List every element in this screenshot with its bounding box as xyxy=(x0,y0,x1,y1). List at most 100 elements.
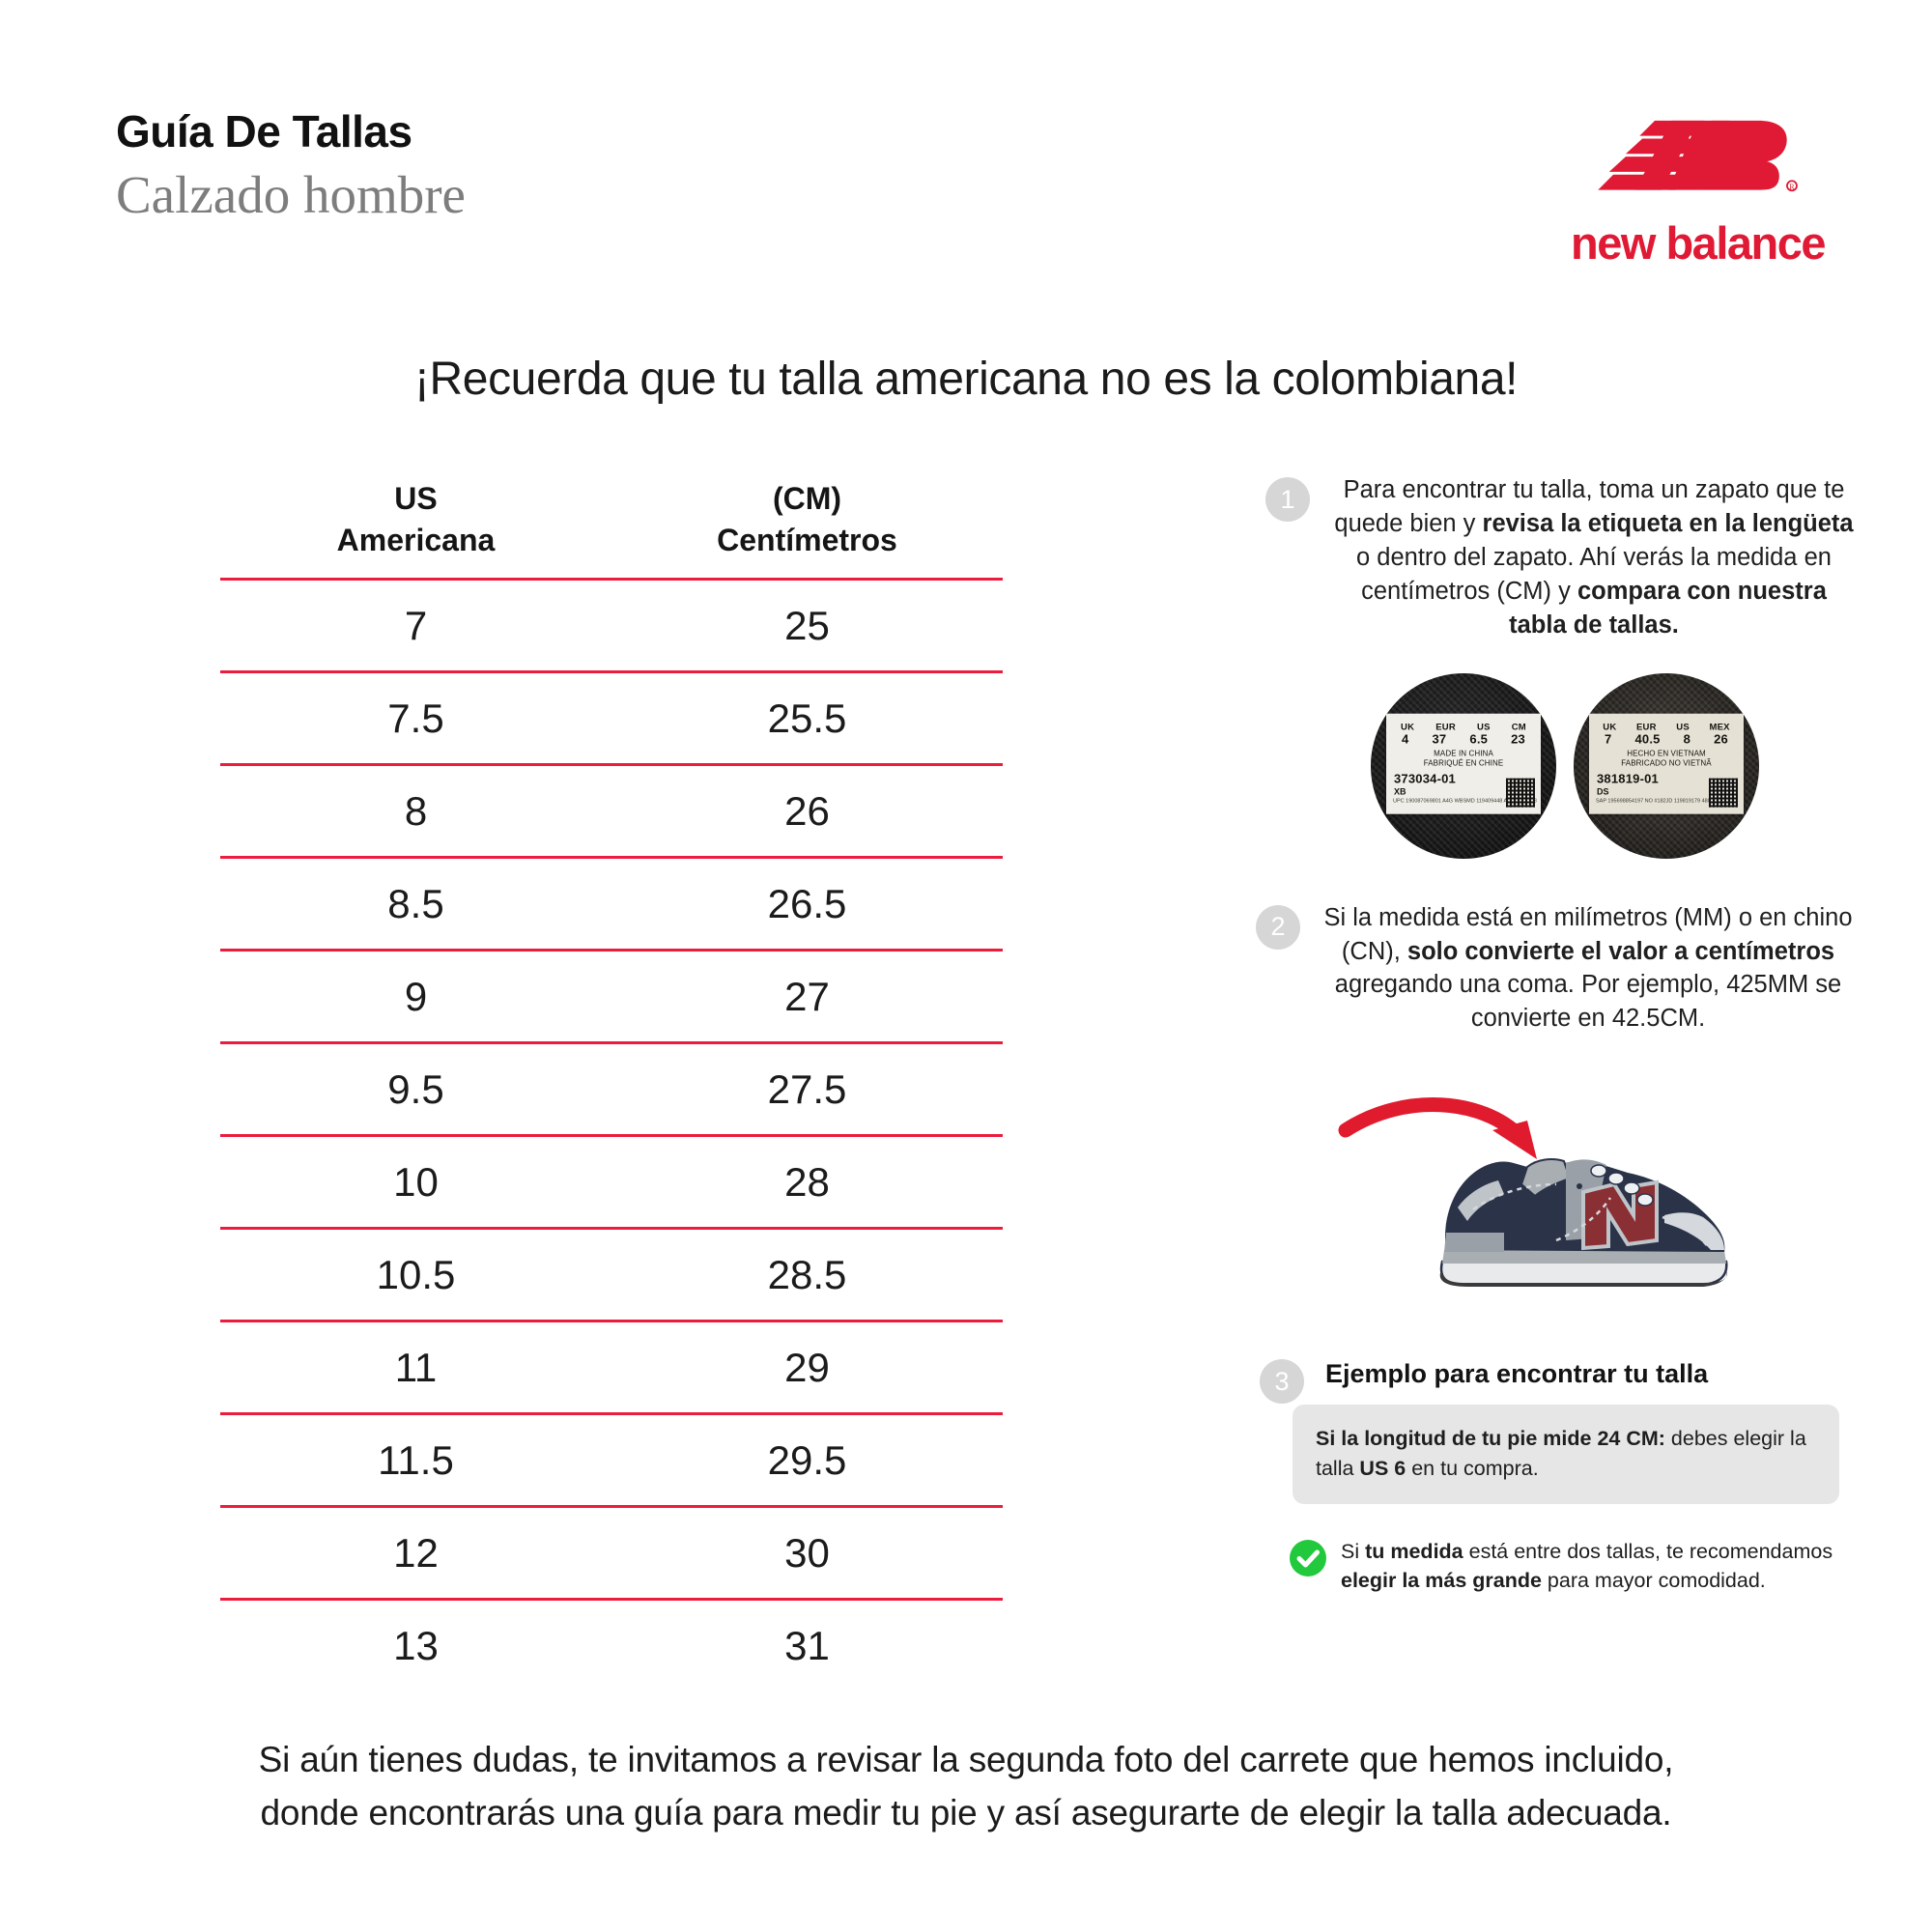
cell-cm: 31 xyxy=(784,1622,830,1668)
size-tag-vietnam: UK EUR US MEX 7 40.5 8 26 HECHO EN VIETN… xyxy=(1589,713,1744,814)
nb-flying-n-icon: R xyxy=(1598,120,1798,192)
cell-us: 11.5 xyxy=(378,1436,454,1483)
tip-row: Si tu medida está entre dos tallas, te r… xyxy=(1289,1537,1868,1595)
column-header-us: US Americana xyxy=(336,481,496,557)
table-row: 11 29 xyxy=(220,1320,1003,1412)
cell-us: 10 xyxy=(393,1158,439,1205)
footer-line-1: Si aún tienes dudas, te invitamos a revi… xyxy=(258,1740,1674,1779)
headline: ¡Recuerda que tu talla americana no es l… xyxy=(413,354,1519,405)
cell-us: 9 xyxy=(404,973,428,1019)
cell-cm: 25 xyxy=(784,602,830,648)
size-tag-china: UK EUR US CM 4 37 6.5 23 MADE IN CHINA F… xyxy=(1386,713,1541,814)
tip-text-part-3: para mayor comodidad. xyxy=(1541,1569,1766,1593)
cell-us: 8.5 xyxy=(387,880,444,926)
cell-cm: 30 xyxy=(784,1529,830,1576)
step-1-bold-2: compara con nuestra tabla de tallas. xyxy=(1509,577,1827,639)
shoe-label-vietnam-photo: UK EUR US MEX 7 40.5 8 26 HECHO EN VIETN… xyxy=(1574,672,1759,859)
example-bold-2: US 6 xyxy=(1359,1456,1406,1480)
table-row: 9 27 xyxy=(220,949,1003,1041)
footer-line-2: donde encontrarás una guía para medir tu… xyxy=(260,1792,1672,1833)
tip-bold-1: tu medida xyxy=(1365,1540,1463,1564)
tag-headers: UK EUR US MEX xyxy=(1603,722,1730,733)
qr-code-icon xyxy=(1709,778,1738,808)
step-2-text: Si la medida está en milímetros (MM) o e… xyxy=(1256,901,1874,1037)
table-row: 11.5 29.5 xyxy=(220,1412,1003,1505)
tip-bold-2: elegir la más grande xyxy=(1341,1569,1542,1593)
instructions-column: 1 Para encontrar tu talla, toma un zapat… xyxy=(1256,473,1874,1596)
cell-cm: 28 xyxy=(784,1158,830,1205)
tip-text: Si tu medida está entre dos tallas, te r… xyxy=(1341,1537,1868,1595)
step-1: 1 Para encontrar tu talla, toma un zapat… xyxy=(1256,473,1874,642)
step-2: 2 Si la medida está en milímetros (MM) o… xyxy=(1256,901,1874,1037)
cell-cm: 28.5 xyxy=(767,1251,847,1297)
step-1-text: Para encontrar tu talla, toma un zapato … xyxy=(1256,473,1874,642)
shoe-illustration-wrap xyxy=(1256,1070,1874,1326)
tag-origin: HECHO EN VIETNAM FABRICADO NO VIETNÃ xyxy=(1621,749,1712,768)
tag-fine-print: SAP 195698854197 NO #182JD 119819179 480… xyxy=(1596,798,1732,805)
cell-cm: 27 xyxy=(784,973,830,1019)
step-3-title: Ejemplo para encontrar tu talla xyxy=(1325,1359,1709,1389)
step-3: 3 Ejemplo para encontrar tu talla Si la … xyxy=(1256,1359,1874,1505)
cell-us: 8 xyxy=(404,787,428,834)
example-box: Si la longitud de tu pie mide 24 CM: deb… xyxy=(1293,1405,1839,1505)
check-circle-icon xyxy=(1290,1540,1326,1577)
tag-code: 373034-01 xyxy=(1394,771,1456,786)
cell-cm: 29.5 xyxy=(767,1436,847,1483)
table-row: 10 28 xyxy=(220,1134,1003,1227)
cell-cm: 26.5 xyxy=(767,880,847,926)
step-1-text-part-2: o dentro del zapato. Ahí verás la medida… xyxy=(1356,543,1832,605)
table-header-row: US Americana (CM) Centímetros xyxy=(220,478,1003,578)
table-row: 7.5 25.5 xyxy=(220,670,1003,763)
red-curved-arrow-icon xyxy=(1338,1097,1537,1160)
tag-headers: UK EUR US CM xyxy=(1401,722,1526,733)
example-text-2: en tu compra. xyxy=(1406,1456,1539,1480)
table-row: 8 26 xyxy=(220,763,1003,856)
shoe-label-photos: UK EUR US CM 4 37 6.5 23 MADE IN CHINA F… xyxy=(1256,672,1874,859)
step-2-text-part-2: agregando una coma. Por ejemplo, 425MM s… xyxy=(1334,971,1842,1033)
cell-cm: 26 xyxy=(784,787,830,834)
step-2-number: 2 xyxy=(1256,904,1300,950)
table-row: 7 25 xyxy=(220,578,1003,670)
page-header: Guía De Tallas Calzado hombre R new bala… xyxy=(0,0,1932,290)
step-1-bold-1: revisa la etiqueta en la lengüeta xyxy=(1482,509,1854,537)
nb-wordmark: new balance xyxy=(1571,216,1827,269)
tip-text-part-2: está entre dos tallas, te recomendamos xyxy=(1463,1540,1833,1564)
column-header-cm: (CM) Centímetros xyxy=(717,481,897,557)
step-1-number: 1 xyxy=(1265,477,1310,522)
page-title: Guía De Tallas xyxy=(116,106,412,156)
step-2-bold-1: solo convierte el valor a centímetros xyxy=(1406,937,1835,965)
cell-us: 10.5 xyxy=(376,1251,456,1297)
qr-code-icon xyxy=(1506,778,1535,808)
size-conversion-table: US Americana (CM) Centímetros 7 25 7.5 2… xyxy=(220,478,1003,1690)
cell-us: 12 xyxy=(393,1529,439,1576)
cell-cm: 25.5 xyxy=(767,695,847,741)
footer-note: Si aún tienes dudas, te invitamos a revi… xyxy=(0,1734,1932,1840)
new-balance-logo: R new balance xyxy=(1565,108,1831,266)
table-row: 9.5 27.5 xyxy=(220,1041,1003,1134)
table-row: 10.5 28.5 xyxy=(220,1227,1003,1320)
step-3-number: 3 xyxy=(1260,1359,1304,1405)
example-bold-1: Si la longitud de tu pie mide 24 CM: xyxy=(1316,1427,1665,1451)
table-row: 13 31 xyxy=(220,1598,1003,1690)
cell-cm: 27.5 xyxy=(767,1065,847,1112)
svg-text:R: R xyxy=(1789,183,1795,191)
nb-574-sneaker-illustration xyxy=(1338,1097,1728,1288)
table-row: 8.5 26.5 xyxy=(220,856,1003,949)
tag-values: 7 40.5 8 26 xyxy=(1605,731,1728,747)
cell-us: 7 xyxy=(404,602,428,648)
step-2-text-part-1: Si la medida está en milímetros (MM) o e… xyxy=(1323,903,1853,965)
tip-text-part-1: Si xyxy=(1341,1540,1366,1564)
example-text-1: debes elegir la talla xyxy=(1316,1427,1806,1480)
tag-values: 4 37 6.5 23 xyxy=(1402,731,1525,747)
title-block: Guía De Tallas Calzado hombre xyxy=(116,106,466,227)
shoe-label-china-photo: UK EUR US CM 4 37 6.5 23 MADE IN CHINA F… xyxy=(1371,672,1556,859)
cell-cm: 29 xyxy=(784,1344,830,1390)
tag-fine-print: UPC 190087069801 A4G WBSMD 119409448 A60… xyxy=(1393,798,1537,805)
cell-us: 9.5 xyxy=(387,1065,444,1112)
cell-us: 7.5 xyxy=(387,695,444,741)
step-1-text-part-1: Para encontrar tu talla, toma un zapato … xyxy=(1334,476,1845,537)
tag-code: 381819-01 xyxy=(1597,771,1659,786)
tag-origin: MADE IN CHINA FABRIQUÉ EN CHINE xyxy=(1423,749,1504,768)
cell-us: 11 xyxy=(394,1344,438,1390)
page-subtitle: Calzado hombre xyxy=(116,164,466,224)
